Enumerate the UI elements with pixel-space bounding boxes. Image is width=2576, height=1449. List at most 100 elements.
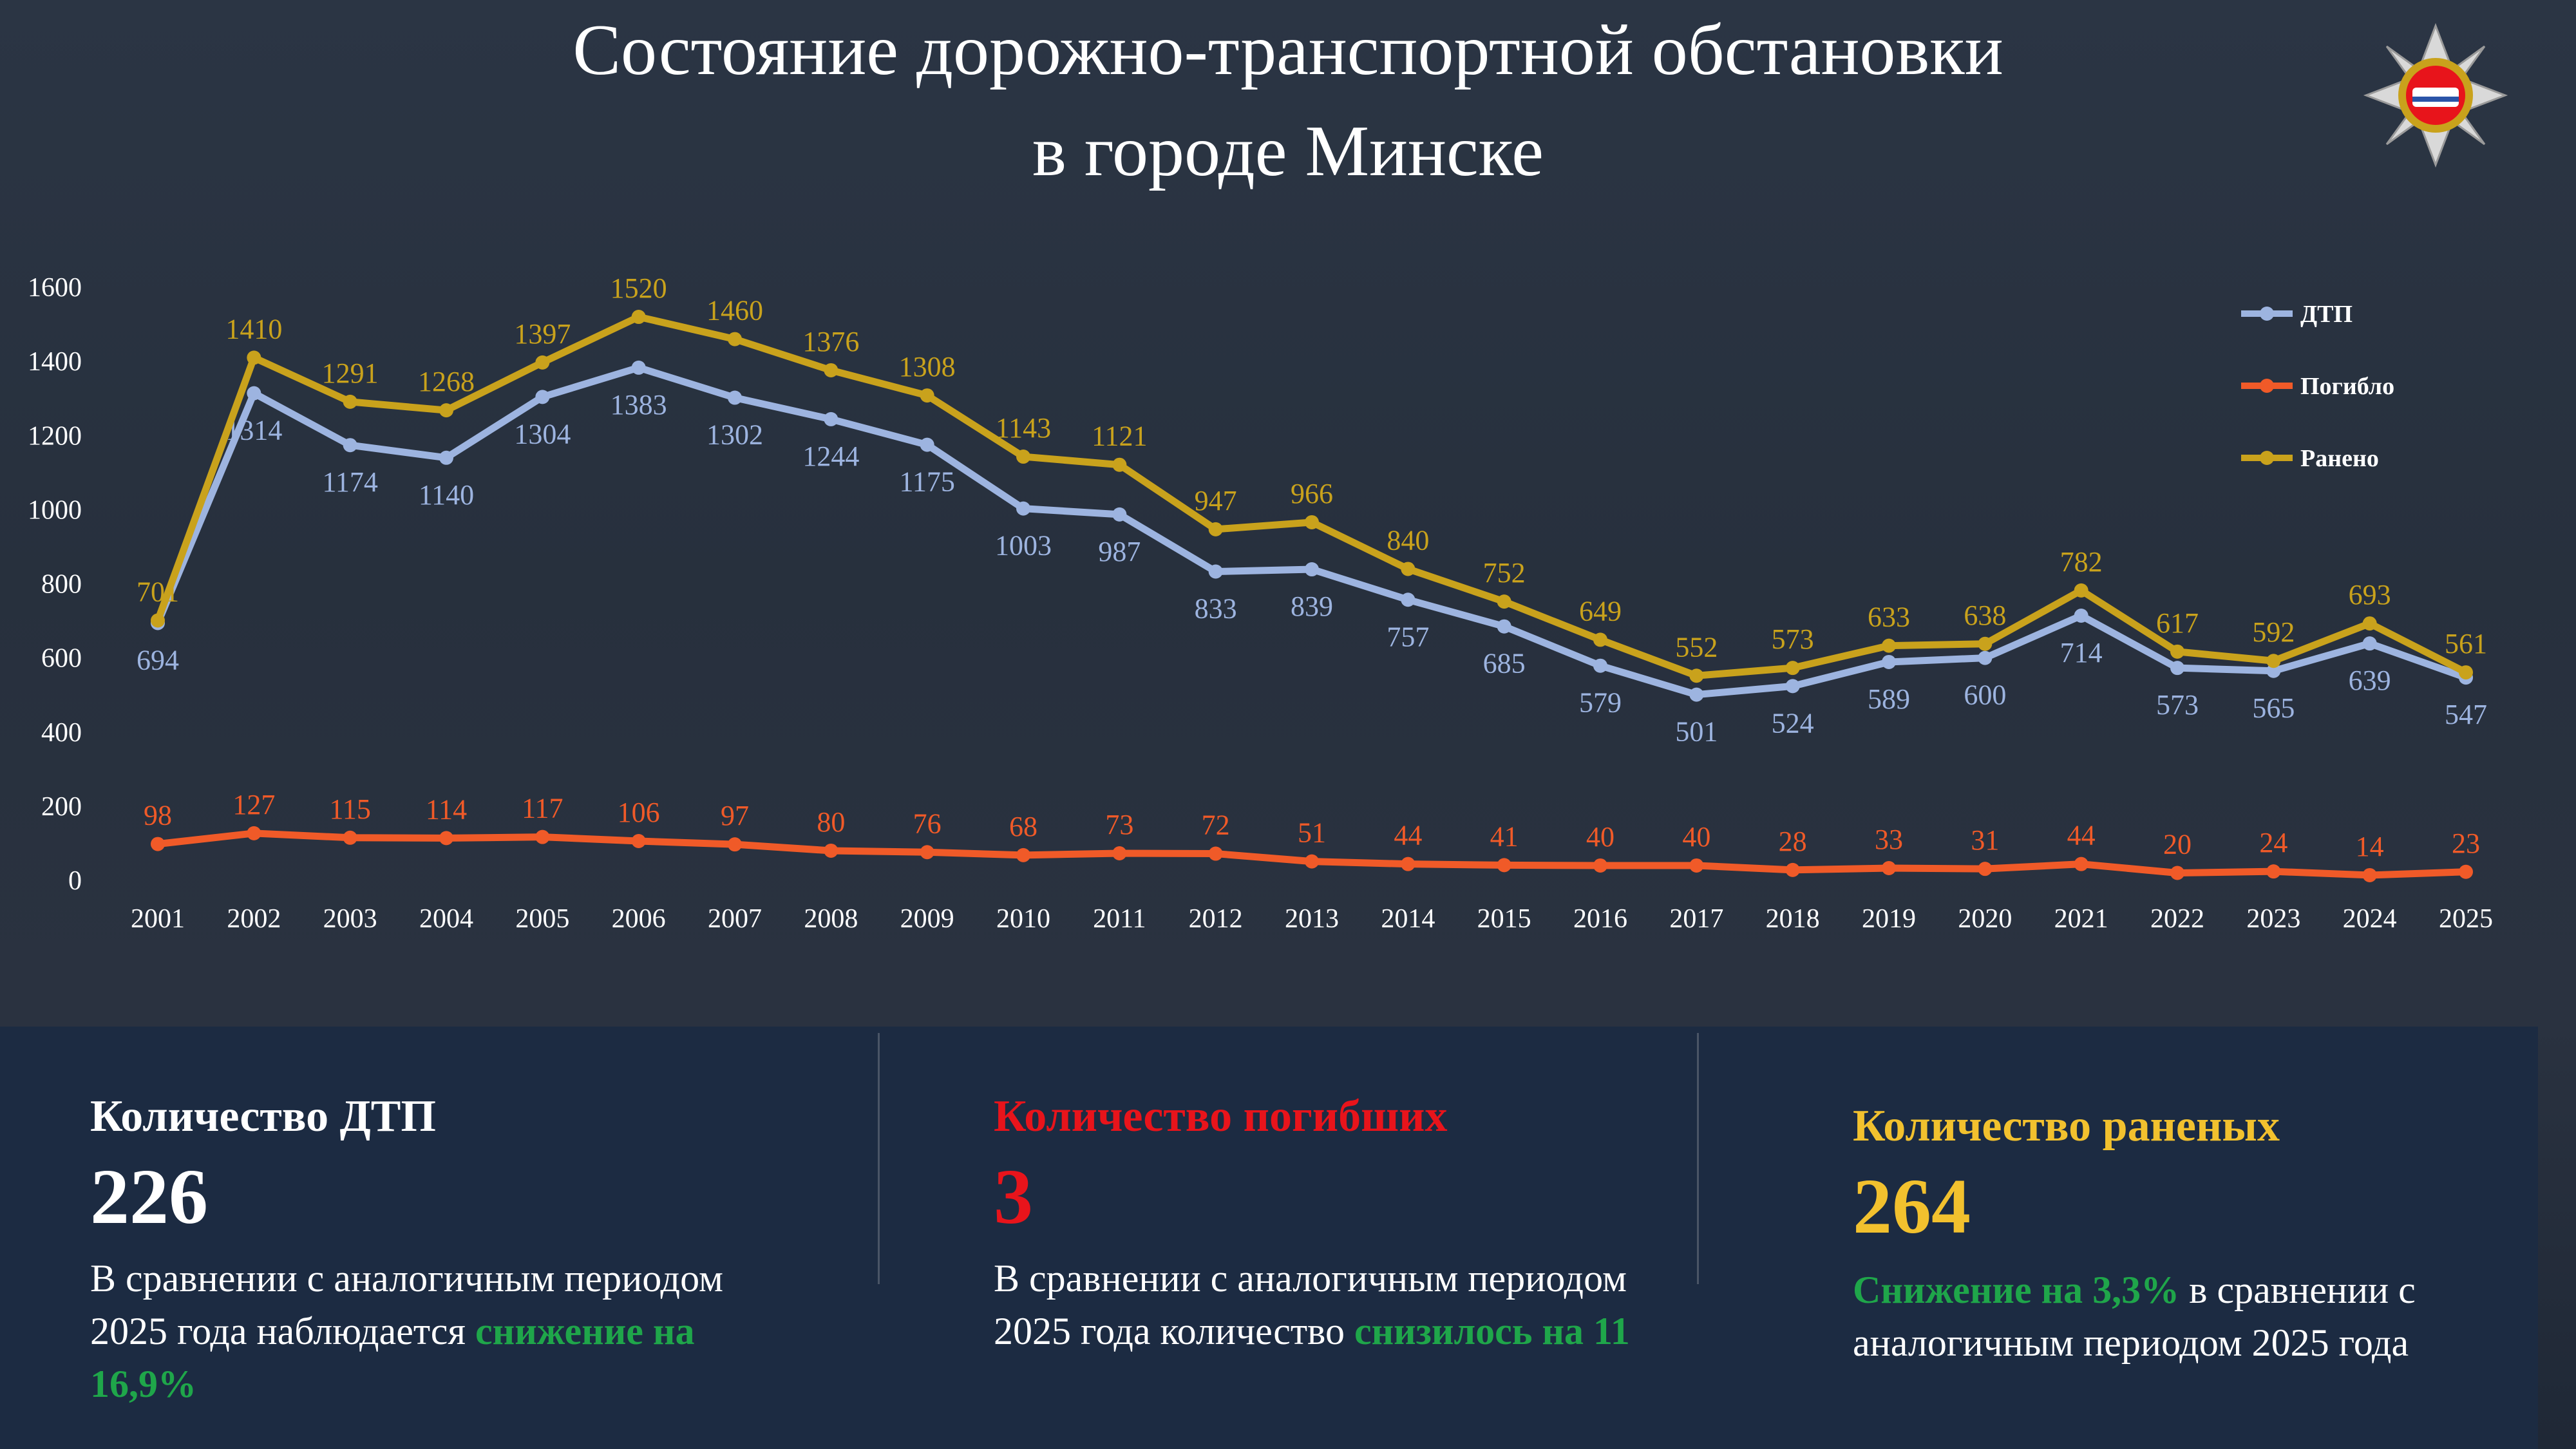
point	[1689, 668, 1704, 683]
data-label: 617	[2156, 607, 2199, 639]
x-tick-label: 2011	[1093, 904, 1146, 934]
legend-marker	[2260, 379, 2274, 393]
panel-value: 264	[1853, 1163, 1971, 1250]
text: В сравнении с аналогичным периодом 2025 …	[994, 1257, 1627, 1352]
data-label: 782	[2060, 546, 2103, 578]
x-tick-label: 2002	[227, 904, 281, 934]
y-tick-label: 1000	[28, 495, 82, 525]
x-tick-label: 2009	[900, 904, 954, 934]
point	[1882, 638, 1896, 653]
point	[2074, 609, 2088, 623]
panel-value: 226	[90, 1153, 208, 1240]
point	[1785, 862, 1800, 877]
point	[631, 833, 646, 848]
legend-marker	[2260, 451, 2274, 465]
y-tick-label: 1400	[28, 347, 82, 377]
x-tick-label: 2020	[1958, 904, 2012, 934]
data-label: 579	[1579, 687, 1622, 719]
point	[439, 403, 453, 418]
series-line	[154, 364, 2467, 699]
point	[631, 360, 646, 375]
data-label: 1175	[899, 466, 954, 498]
data-label: 561	[2445, 628, 2487, 659]
panel-value: 3	[994, 1153, 1033, 1240]
data-label: 106	[618, 797, 660, 828]
highlight: снижение на 16,9%	[90, 1310, 695, 1405]
data-label: 1140	[419, 479, 474, 511]
data-label: 524	[1772, 707, 1814, 739]
x-tick-label: 2016	[1573, 904, 1627, 934]
data-label: 31	[1971, 824, 1999, 856]
point	[2266, 864, 2281, 879]
point	[1497, 858, 1511, 873]
point	[1882, 654, 1896, 669]
data-label: 552	[1675, 631, 1718, 663]
x-tick-label: 2003	[323, 904, 377, 934]
divider	[878, 1033, 880, 1284]
y-tick-label: 0	[68, 866, 82, 896]
legend-label: Погибло	[2300, 373, 2394, 400]
point	[920, 845, 934, 860]
panel-title: Количество погибших	[994, 1092, 1448, 1141]
point	[728, 332, 742, 346]
x-tick-label: 2010	[996, 904, 1050, 934]
x-tick-label: 2001	[131, 904, 185, 934]
data-label: 72	[1202, 810, 1230, 841]
y-tick-label: 1600	[28, 273, 82, 303]
data-label: 127	[232, 789, 275, 820]
data-label: 68	[1009, 811, 1037, 842]
data-label: 547	[2445, 699, 2487, 730]
point	[439, 831, 453, 846]
data-label: 44	[1394, 820, 1422, 851]
data-label: 694	[137, 645, 179, 676]
point	[1689, 858, 1704, 873]
point	[2170, 866, 2184, 880]
data-label: 97	[721, 800, 749, 831]
panel-text: Снижение на 3,3% в сравнении с аналогичн…	[1853, 1264, 2497, 1369]
point	[1305, 854, 1319, 869]
data-label: 80	[817, 806, 845, 838]
panel-text: В сравнении с аналогичным периодом 2025 …	[90, 1252, 779, 1410]
point	[2459, 665, 2473, 680]
x-tick-label: 2007	[708, 904, 762, 934]
x-tick-label: 2022	[2150, 904, 2204, 934]
x-tick-label: 2013	[1285, 904, 1339, 934]
data-label: 573	[2156, 689, 2199, 721]
point	[535, 829, 550, 844]
data-label: 1308	[899, 351, 956, 383]
legend-marker	[2260, 307, 2274, 321]
data-label: 1174	[322, 466, 377, 498]
highlight: снизилось на 11	[1354, 1310, 1630, 1352]
data-label: 117	[522, 793, 563, 824]
point	[1016, 848, 1030, 862]
point	[535, 390, 550, 404]
x-tick-label: 2015	[1477, 904, 1531, 934]
data-label: 98	[144, 800, 172, 831]
data-label: 1143	[996, 412, 1051, 444]
x-tick-label: 2025	[2439, 904, 2493, 934]
data-label: 565	[2252, 692, 2295, 724]
data-label: 639	[2349, 665, 2391, 696]
point	[247, 826, 261, 840]
x-tick-label: 2008	[804, 904, 858, 934]
summary-panels: Количество ДТП 226 В сравнении с аналоги…	[0, 1027, 2538, 1449]
point	[343, 830, 357, 845]
x-tick-label: 2024	[2343, 904, 2397, 934]
point	[1978, 636, 1993, 651]
data-label: 573	[1772, 623, 1814, 655]
point	[2266, 654, 2281, 668]
data-label: 40	[1682, 821, 1710, 853]
panel: Количество погибших 3 В сравнении с анал…	[994, 1027, 1676, 1449]
point	[2362, 867, 2377, 882]
data-label: 20	[2163, 828, 2192, 860]
data-label: 73	[1105, 809, 1133, 840]
x-tick-label: 2005	[515, 904, 569, 934]
point	[824, 412, 838, 426]
data-label: 1302	[706, 419, 763, 451]
point	[824, 843, 838, 858]
point	[1208, 564, 1223, 579]
data-label: 589	[1868, 683, 1910, 715]
data-label: 685	[1483, 648, 1526, 679]
point	[1785, 661, 1800, 676]
data-label: 1383	[611, 389, 667, 421]
